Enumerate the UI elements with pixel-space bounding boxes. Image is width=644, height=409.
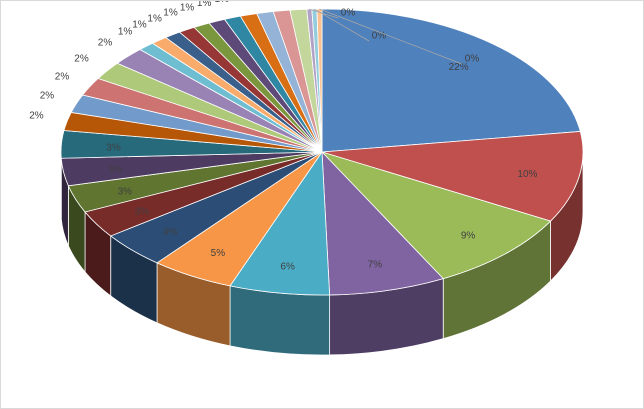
data-label-16: 2% xyxy=(98,37,113,48)
data-label-7: 4% xyxy=(163,227,178,238)
data-label-24: 1% xyxy=(233,1,248,2)
data-labels: 22%10%9%7%6%5%4%3%3%3%3%2%2%2%2%2%1%1%1%… xyxy=(29,1,537,272)
data-label-22: 1% xyxy=(197,1,212,9)
leader-line-29 xyxy=(314,8,370,42)
data-label-5: 6% xyxy=(280,261,295,272)
data-label-28: 0% xyxy=(341,8,356,19)
data-label-21: 1% xyxy=(180,3,195,14)
data-label-19: 1% xyxy=(147,13,162,24)
data-label-1: 22% xyxy=(449,62,469,73)
data-label-11: 3% xyxy=(106,143,121,154)
data-label-23: 1% xyxy=(214,1,229,5)
data-label-9: 3% xyxy=(118,186,133,197)
data-label-4: 7% xyxy=(368,259,383,270)
pie-slices xyxy=(60,8,584,296)
data-label-30: 0% xyxy=(465,54,480,65)
data-label-8: 3% xyxy=(135,206,150,217)
pie-slice-3 xyxy=(320,151,552,280)
pie-side-5 xyxy=(229,285,331,356)
data-label-2: 10% xyxy=(517,169,537,180)
data-label-18: 1% xyxy=(132,20,147,31)
data-label-29: 0% xyxy=(372,31,387,42)
data-label-15: 2% xyxy=(74,54,89,65)
data-label-17: 1% xyxy=(118,26,133,37)
pie-slice-1 xyxy=(321,8,581,153)
data-label-14: 2% xyxy=(55,71,70,82)
pie-slice-2 xyxy=(321,131,584,222)
data-label-13: 2% xyxy=(40,90,55,101)
data-label-20: 1% xyxy=(163,8,178,19)
leader-line-28 xyxy=(309,8,339,19)
leader-line-30 xyxy=(319,8,463,65)
pie-slice-30 xyxy=(316,8,323,153)
data-label-12: 2% xyxy=(29,110,44,121)
data-label-3: 9% xyxy=(461,230,476,241)
pie-slice-4 xyxy=(321,150,444,296)
data-label-6: 5% xyxy=(211,248,226,259)
data-label-10: 3% xyxy=(108,165,123,176)
